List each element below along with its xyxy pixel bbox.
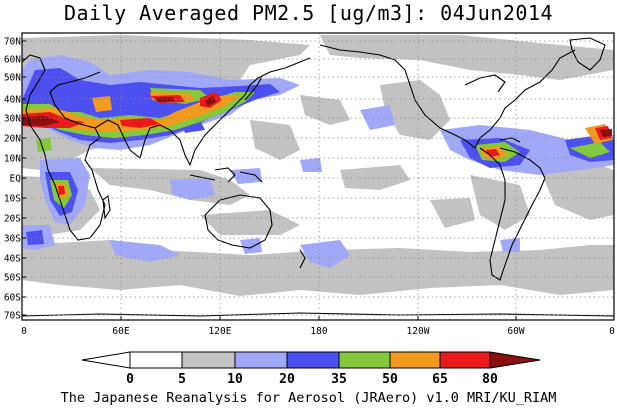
lon-label: 120E	[209, 326, 232, 337]
lat-label: 60S	[4, 293, 21, 304]
field-layer-80-plus	[22, 96, 612, 137]
longitude-labels: 0 60E 120E 180 120W 60W 0	[21, 326, 615, 337]
colorbar: 0 5 10 20 35 50 65 80	[81, 351, 541, 387]
lat-label: EQ	[10, 174, 22, 185]
colorbar-right-arrow	[489, 351, 541, 369]
colorbar-label: 35	[331, 372, 347, 387]
lat-label: 50S	[4, 273, 21, 284]
colorbar-label: 10	[227, 372, 243, 387]
colorbar-segment	[286, 351, 340, 369]
lat-label: 20S	[4, 214, 21, 225]
colorbar-segment	[234, 351, 288, 369]
coastlines	[22, 37, 614, 317]
colorbar-segment	[389, 351, 441, 369]
lon-label: 120W	[407, 326, 430, 337]
lat-label: 60N	[4, 55, 21, 66]
lon-label: 60W	[507, 326, 524, 337]
concentration-field	[22, 35, 614, 317]
colorbar-label: 20	[279, 372, 295, 387]
lat-label: 30N	[4, 114, 21, 125]
lon-label: 180	[310, 326, 327, 337]
lat-label: 70S	[4, 311, 21, 322]
colorbar-label: 80	[482, 372, 498, 387]
lat-label: 20N	[4, 134, 21, 145]
colorbar-label: 0	[126, 372, 134, 387]
colorbar-segment	[129, 351, 183, 369]
colorbar-label: 50	[382, 372, 398, 387]
colorbar-segment	[181, 351, 236, 369]
lat-label: 10S	[4, 194, 21, 205]
gridlines	[22, 33, 614, 320]
colorbar-label: 5	[178, 372, 186, 387]
lat-label: 40S	[4, 254, 21, 265]
axis-ticks	[22, 40, 517, 320]
lon-label: 0	[21, 326, 27, 337]
map-frame	[21, 32, 615, 321]
colorbar-left-arrow	[81, 351, 131, 369]
lat-label: 40N	[4, 95, 21, 106]
lon-label: 60E	[112, 326, 129, 337]
latitude-labels: 70N 60N 50N 40N 30N 20N 10N EQ 10S 20S 3…	[4, 37, 21, 322]
colorbar-label: 65	[432, 372, 448, 387]
lat-label: 10N	[4, 154, 21, 165]
colorbar-segment	[338, 351, 391, 369]
colorbar-segment	[439, 351, 491, 369]
lat-label: 50N	[4, 73, 21, 84]
map-footer-credit: The Japanese Reanalysis for Aerosol (JRA…	[60, 390, 557, 406]
lat-label: 30S	[4, 234, 21, 245]
lon-label: 0	[609, 326, 615, 337]
lat-label: 70N	[4, 37, 21, 48]
map-title: Daily Averaged PM2.5 [ug/m3]: 04Jun2014	[63, 1, 554, 25]
colorbar-labels: 0 5 10 20 35 50 65 80	[126, 372, 498, 387]
